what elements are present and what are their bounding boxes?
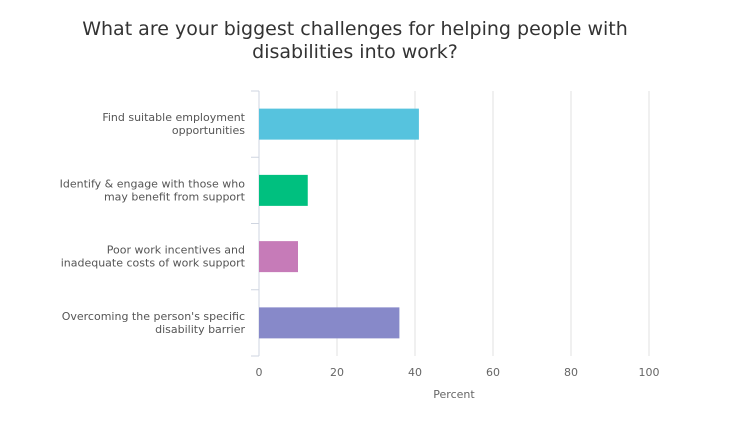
bar: [259, 241, 298, 273]
bar: [259, 108, 419, 140]
category-label: Poor work incentives and inadequate costs…: [61, 244, 246, 270]
category-label: Overcoming the person's specific disabili…: [62, 310, 246, 336]
x-tick-label: 60: [486, 366, 500, 379]
category-label: Find suitable employment opportunities: [102, 111, 245, 137]
x-tick-label: 100: [639, 366, 660, 379]
chart-title: What are your biggest challenges for hel…: [82, 18, 628, 63]
x-tick-label: 80: [564, 366, 578, 379]
x-tick-label: 40: [408, 366, 422, 379]
category-label: Identify & engage with those who may bene…: [60, 177, 246, 203]
bar: [259, 174, 308, 206]
x-axis-title: Percent: [433, 388, 475, 401]
bar: [259, 307, 400, 339]
x-tick-label: 20: [330, 366, 344, 379]
x-tick-label: 0: [256, 366, 263, 379]
